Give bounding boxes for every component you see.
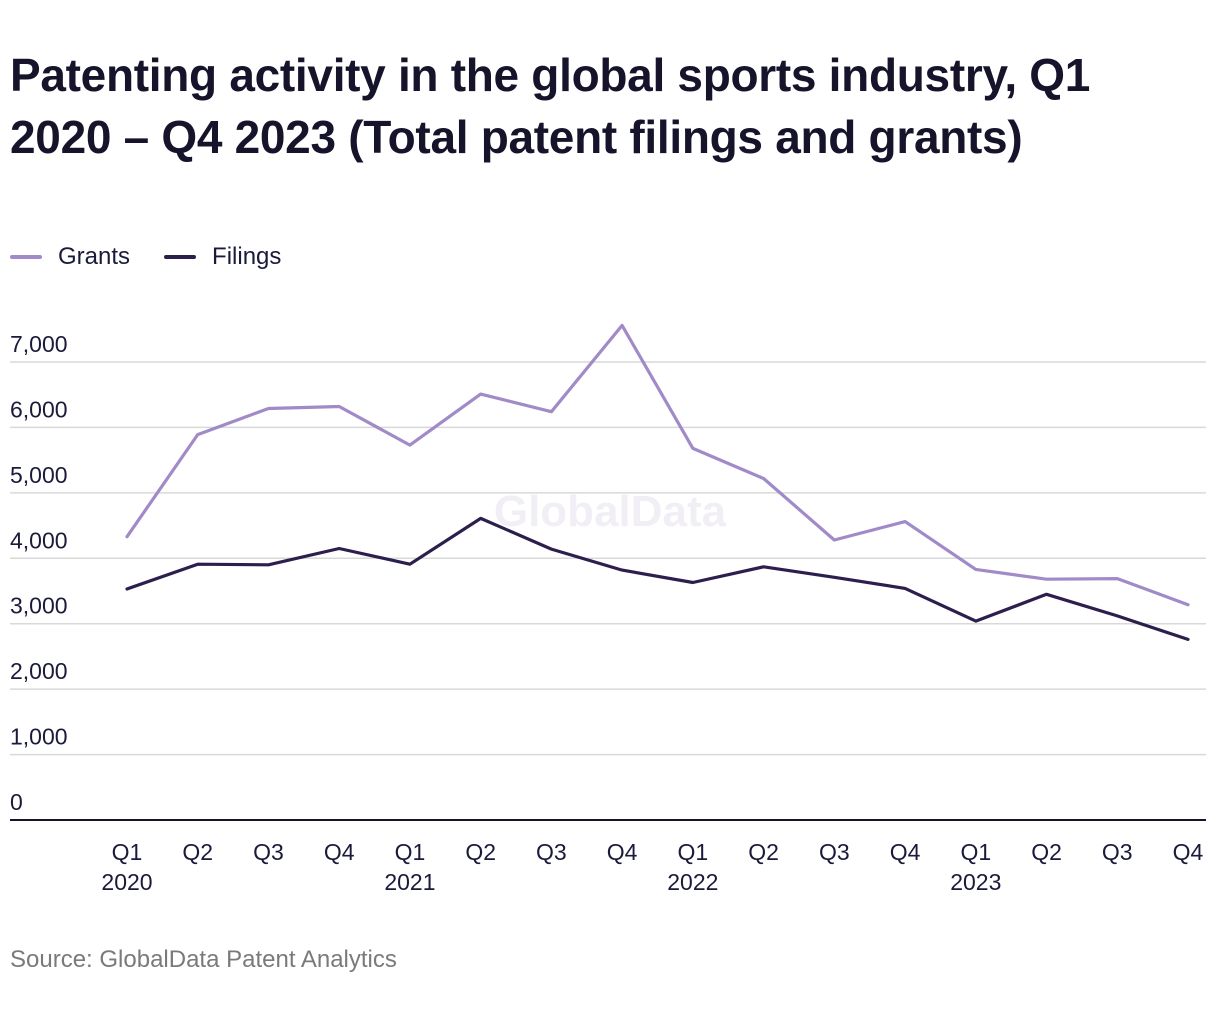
legend-label-filings: Filings — [212, 243, 282, 270]
series-line-grants — [125, 323, 1190, 607]
x-tick-label: Q2 — [465, 839, 496, 865]
y-tick-label: 5,000 — [10, 462, 68, 488]
y-tick-label: 2,000 — [10, 658, 68, 684]
legend: Grants Filings — [10, 240, 281, 274]
series-line-filings — [125, 516, 1190, 642]
x-tick-label: Q1 — [678, 839, 709, 865]
line-chart: 0 1,000 2,000 3,000 4,000 5,000 6,000 7,000 Glob… — [10, 323, 1206, 895]
legend-label-grants: Grants — [58, 243, 131, 270]
x-tick-label: Q2 — [1031, 839, 1062, 865]
x-tick-label: Q2 — [748, 839, 779, 865]
y-tick-label: 3,000 — [10, 593, 68, 619]
x-tick-label: Q4 — [890, 839, 921, 865]
x-tick-label: Q1 — [112, 839, 143, 865]
chart-title: Patenting activity in the global sports … — [10, 49, 1091, 163]
legend-swatch-filings — [164, 255, 197, 259]
x-tick-label: Q4 — [1173, 839, 1204, 865]
legend-item-grants: Grants — [10, 243, 130, 271]
x-year-label: 2021 — [384, 869, 435, 895]
x-year-label: 2022 — [667, 869, 718, 895]
x-tick-label: Q4 — [607, 839, 638, 865]
y-tick-label: 6,000 — [10, 396, 68, 422]
y-tick-label: 7,000 — [10, 331, 68, 357]
legend-item-filings: Filings — [164, 243, 281, 271]
x-tick-label: Q3 — [253, 839, 284, 865]
x-tick-label: Q3 — [819, 839, 850, 865]
x-tick-label: Q4 — [324, 839, 355, 865]
x-tick-label: Q2 — [182, 839, 213, 865]
x-tick-label: Q1 — [395, 839, 426, 865]
y-tick-label: 4,000 — [10, 527, 68, 553]
watermark: GlobalData — [494, 487, 727, 536]
y-tick-label: 0 — [10, 789, 23, 815]
x-year-label: 2023 — [950, 869, 1001, 895]
source-note: Source: GlobalData Patent Analytics — [10, 946, 397, 973]
x-tick-label: Q1 — [960, 839, 991, 865]
legend-swatch-grants — [10, 255, 42, 259]
y-tick-label: 1,000 — [10, 724, 68, 750]
x-tick-label: Q3 — [536, 839, 567, 865]
x-year-label: 2020 — [101, 869, 152, 895]
x-tick-label: Q3 — [1102, 839, 1133, 865]
